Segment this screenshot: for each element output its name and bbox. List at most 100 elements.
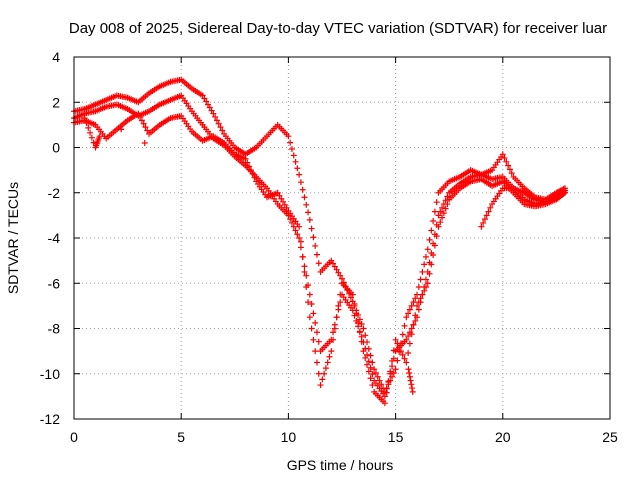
data-point	[351, 300, 358, 307]
y-tick-label: 4	[52, 49, 60, 65]
data-point	[331, 263, 338, 270]
data-point	[313, 251, 320, 258]
data-point	[442, 197, 449, 204]
data-point	[355, 319, 362, 326]
data-point	[412, 312, 419, 319]
data-point	[397, 348, 404, 355]
data-point	[501, 155, 508, 162]
data-point	[392, 366, 399, 373]
data-point	[369, 371, 376, 378]
data-point	[328, 257, 335, 264]
data-point	[285, 133, 292, 140]
data-point	[419, 291, 426, 298]
data-point	[408, 302, 415, 309]
data-point	[401, 355, 408, 362]
data-point	[330, 260, 337, 267]
data-point	[315, 370, 322, 377]
data-point	[405, 310, 412, 317]
data-point	[481, 216, 488, 223]
data-point	[362, 354, 369, 361]
data-point	[383, 389, 390, 396]
data-point	[308, 300, 315, 307]
data-point	[390, 369, 397, 376]
data-point	[372, 369, 379, 376]
data-point	[406, 373, 413, 380]
data-point	[213, 117, 220, 124]
data-point	[312, 242, 319, 249]
data-point	[371, 366, 378, 373]
data-point	[401, 322, 408, 329]
axis-ticks: 0 5 10 15 20 25 -12 -10 -8 -6 -4 -2 0 2 4	[40, 49, 618, 445]
data-point	[210, 110, 217, 117]
data-point	[369, 382, 376, 389]
y-tick-label: 0	[52, 140, 60, 156]
data-point	[506, 166, 513, 173]
data-point	[433, 199, 440, 206]
data-point	[296, 223, 303, 230]
x-tick-label: 15	[388, 429, 404, 445]
data-point	[287, 139, 294, 146]
data-point	[281, 201, 288, 208]
data-markers	[71, 76, 568, 407]
data-point	[412, 295, 419, 302]
data-point	[503, 158, 510, 165]
data-point	[81, 115, 88, 122]
data-point	[322, 365, 329, 372]
data-point	[437, 219, 444, 226]
data-point	[215, 120, 222, 127]
data-point	[415, 299, 422, 306]
data-point	[406, 369, 413, 376]
data-point	[203, 98, 210, 105]
data-point	[403, 314, 410, 321]
data-point	[408, 331, 415, 338]
data-point	[299, 186, 306, 193]
data-point	[142, 124, 149, 131]
data-point	[485, 208, 492, 215]
data-point	[378, 381, 385, 388]
data-point	[337, 299, 344, 306]
data-point	[428, 261, 435, 268]
data-point	[335, 269, 342, 276]
series-3	[71, 110, 568, 407]
y-tick-label: -12	[40, 411, 60, 427]
data-point	[315, 338, 322, 345]
data-point	[403, 359, 410, 366]
data-point	[206, 104, 213, 111]
data-point	[421, 287, 428, 294]
data-point	[409, 388, 416, 395]
data-point	[406, 306, 413, 313]
data-point	[367, 364, 374, 371]
data-point	[324, 359, 331, 366]
data-point	[431, 208, 438, 215]
data-point	[96, 133, 103, 140]
data-point	[499, 151, 506, 158]
data-point	[410, 321, 417, 328]
data-point	[296, 235, 303, 241]
data-point	[288, 146, 295, 153]
data-point	[415, 306, 422, 313]
data-point	[201, 95, 208, 102]
data-point	[303, 284, 310, 291]
data-point	[356, 329, 363, 336]
data-point	[414, 291, 421, 298]
data-point	[349, 291, 356, 298]
data-point	[433, 233, 440, 240]
data-point	[439, 204, 446, 211]
data-point	[483, 212, 490, 219]
data-point	[88, 134, 95, 141]
data-point	[144, 127, 151, 134]
gridlines	[74, 57, 610, 419]
data-point	[424, 246, 431, 253]
data-point	[385, 379, 392, 386]
data-point	[439, 214, 446, 221]
y-tick-label: -10	[40, 366, 60, 382]
data-point	[428, 227, 435, 234]
x-tick-label: 20	[495, 429, 511, 445]
x-tick-label: 0	[70, 429, 78, 445]
data-point	[199, 92, 206, 99]
data-point	[381, 400, 388, 407]
data-point	[306, 216, 313, 223]
data-point	[312, 348, 319, 355]
data-point	[422, 284, 429, 291]
